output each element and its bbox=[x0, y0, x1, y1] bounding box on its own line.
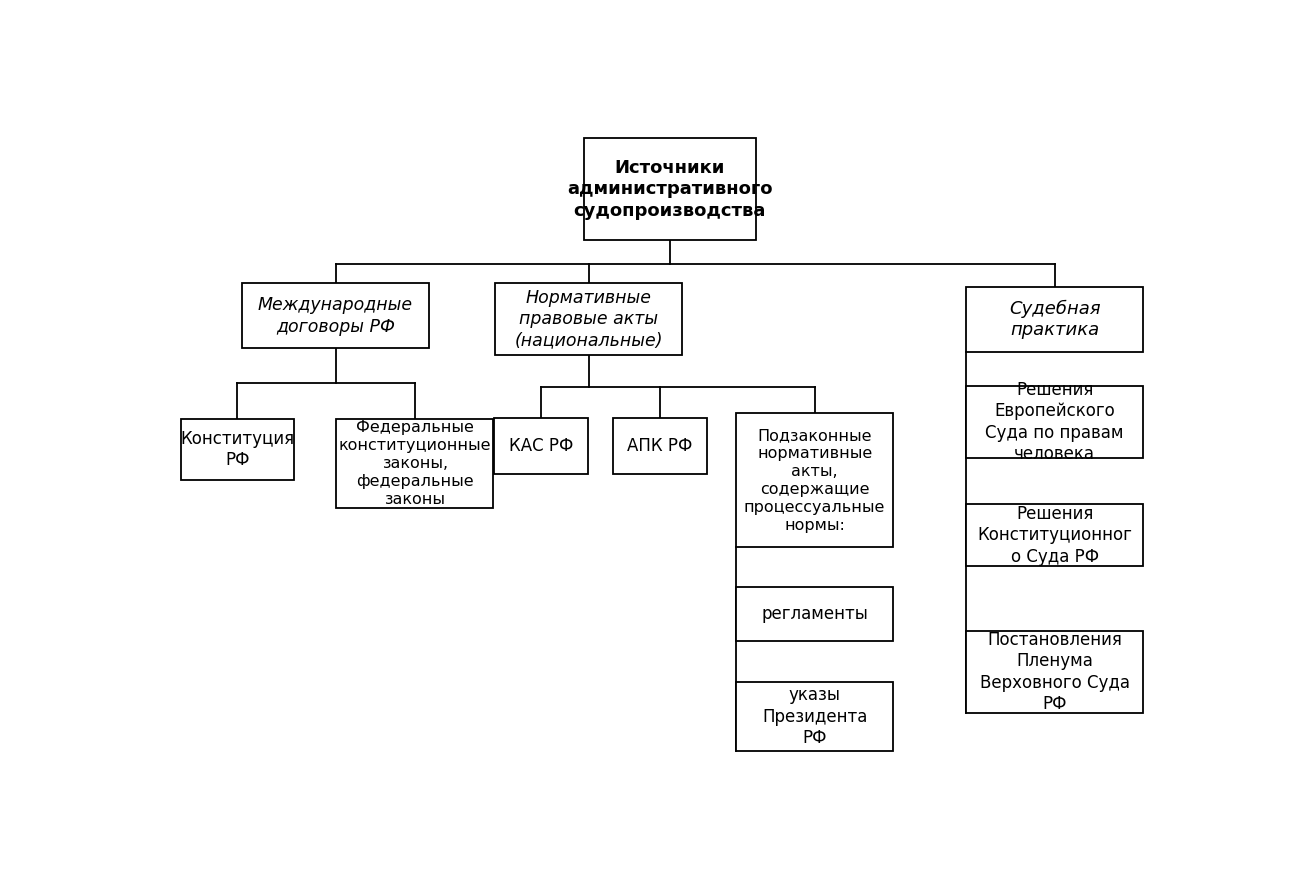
FancyBboxPatch shape bbox=[495, 283, 682, 355]
FancyBboxPatch shape bbox=[736, 587, 893, 641]
FancyBboxPatch shape bbox=[736, 683, 893, 751]
FancyBboxPatch shape bbox=[336, 418, 493, 507]
Text: Источники
административного
судопроизводства: Источники административного судопроизвод… bbox=[567, 158, 772, 220]
FancyBboxPatch shape bbox=[180, 418, 294, 481]
Text: указы
Президента
РФ: указы Президента РФ bbox=[762, 686, 868, 748]
Text: Судебная
практика: Судебная практика bbox=[1009, 299, 1100, 339]
FancyBboxPatch shape bbox=[584, 138, 755, 240]
Text: Решения
Европейского
Суда по правам
человека: Решения Европейского Суда по правам чело… bbox=[985, 381, 1124, 464]
Text: регламенты: регламенты bbox=[761, 605, 868, 623]
FancyBboxPatch shape bbox=[242, 283, 429, 348]
Text: Международные
договоры РФ: Международные договоры РФ bbox=[257, 296, 413, 336]
FancyBboxPatch shape bbox=[966, 287, 1144, 352]
Text: КАС РФ: КАС РФ bbox=[508, 437, 574, 455]
Text: Постановления
Пленума
Верховного Суда
РФ: Постановления Пленума Верховного Суда РФ bbox=[980, 631, 1129, 714]
FancyBboxPatch shape bbox=[966, 631, 1144, 713]
FancyBboxPatch shape bbox=[966, 386, 1144, 458]
Text: Подзаконные
нормативные
акты,
содержащие
процессуальные
нормы:: Подзаконные нормативные акты, содержащие… bbox=[744, 428, 885, 533]
Text: Федеральные
конституционные
законы,
федеральные
законы: Федеральные конституционные законы, феде… bbox=[339, 420, 491, 506]
FancyBboxPatch shape bbox=[966, 505, 1144, 566]
FancyBboxPatch shape bbox=[613, 418, 707, 474]
Text: Решения
Конституционног
о Суда РФ: Решения Конституционног о Суда РФ bbox=[978, 505, 1132, 566]
Text: Нормативные
правовые акты
(национальные): Нормативные правовые акты (национальные) bbox=[515, 288, 663, 350]
FancyBboxPatch shape bbox=[736, 414, 893, 547]
Text: Конституция
РФ: Конституция РФ bbox=[180, 430, 294, 469]
Text: АПК РФ: АПК РФ bbox=[627, 437, 693, 455]
FancyBboxPatch shape bbox=[494, 418, 588, 474]
